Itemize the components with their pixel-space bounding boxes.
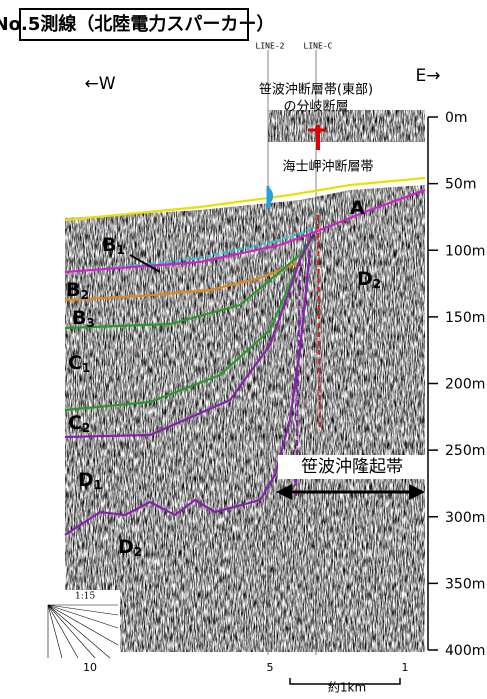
depth-label: 0m [445,110,468,126]
survey-line: LINE-2 [256,42,285,51]
figure: No.5測線（北陸電力スパーカー） LINE-2 LINE-C ←W E→ 笹波… [0,0,487,699]
direction-west: ←W [84,74,115,94]
direction-east: E→ [416,66,441,86]
layer-subscript: 1 [116,243,124,257]
layer-subscript: 3 [86,316,94,330]
layer-letter: D [357,268,373,290]
depth-label: 200m [445,377,485,393]
layer-letter: B [72,307,86,329]
annotation: 海士岬沖断層帯 [282,160,373,175]
layer-letter: B [66,279,80,301]
layer-letter: B [102,234,116,256]
shot-point: 10 [83,661,97,674]
depth-label: 50m [445,177,476,193]
shot-point: 1 [402,661,409,674]
layer-subscript: 2 [80,288,88,302]
depth-label: 150m [445,310,485,326]
layer-subscript: 1 [82,361,90,375]
layer-subscript: 2 [134,545,142,559]
layer-subscript: 1 [94,478,102,492]
seismic-section-top [268,110,425,142]
depth-label: 350m [445,576,485,592]
layer-subscript: 2 [373,277,381,291]
annotation: 笹波沖隆起帯 [301,457,403,477]
layer-letter: C [68,412,82,434]
layer-subscript: 2 [82,421,90,435]
annotation: の分岐断層 [283,100,348,115]
annotation: 笹波沖断層帯(東部) [259,82,373,98]
title: No.5測線（北陸電力スパーカー） [0,13,274,35]
layer-letter: C [68,352,82,374]
layer-letter: D [118,536,134,558]
shot-point: 5 [267,661,274,674]
depth-axis: 0m 50m 100m 150m 200m 250m 300m 350m 400m [428,110,485,659]
depth-label: 300m [445,510,485,526]
scale-bar: 約1km [328,680,366,695]
layer-label: A [350,197,365,219]
layer-letter: D [78,469,94,491]
survey-line: LINE-C [304,42,333,51]
scale-ratio: 1:15 [75,592,95,602]
depth-label: 250m [445,443,485,459]
depth-label: 400m [445,643,485,659]
depth-label: 100m [445,243,485,259]
layer-letter: A [350,197,365,219]
